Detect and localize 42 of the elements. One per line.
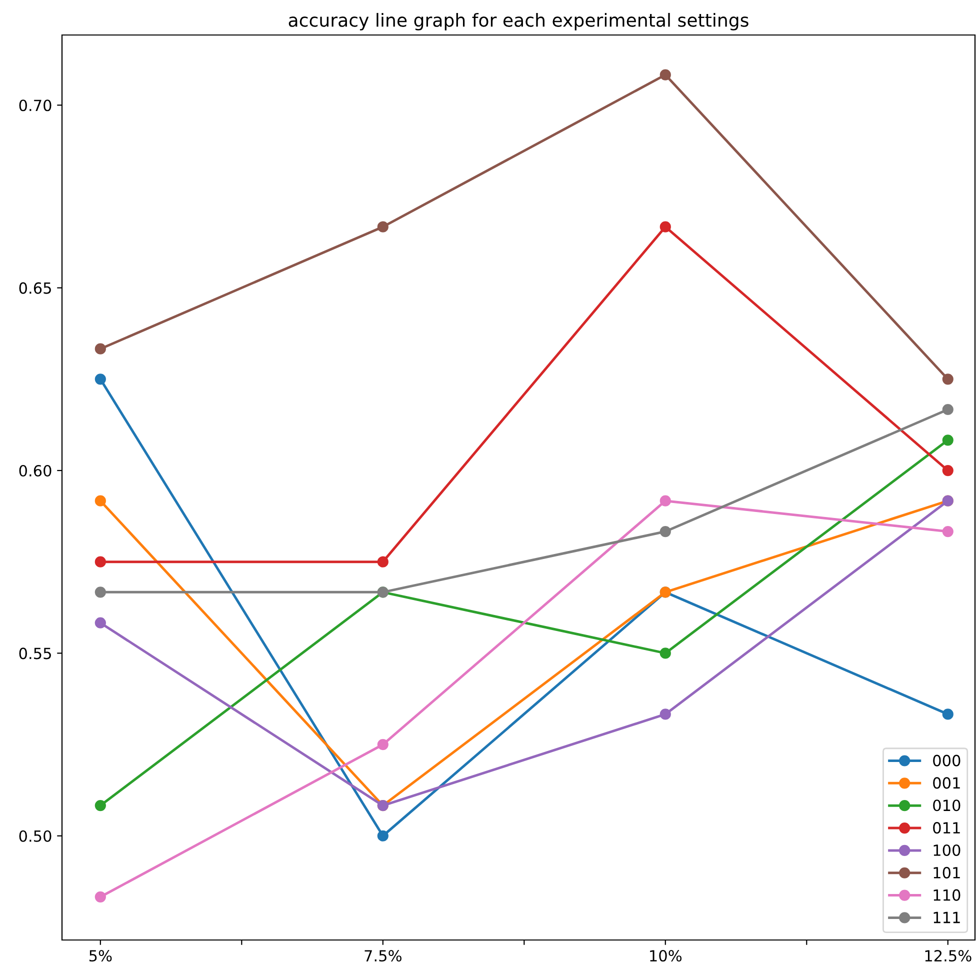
y-tick-label: 0.55 (19, 648, 51, 660)
point (660, 221, 671, 232)
point (660, 69, 671, 80)
legend-label: 011 (933, 822, 960, 834)
y-tick-label: 0.65 (19, 282, 51, 294)
x-tick-label: 10% (650, 950, 682, 962)
point (942, 434, 954, 446)
point (660, 526, 671, 538)
x-tick-label: 5% (89, 950, 112, 962)
point (660, 648, 671, 659)
legend-label: 110 (934, 889, 960, 901)
y-tick-label: 0.60 (19, 464, 52, 477)
point (942, 708, 954, 720)
legend-label: 100 (934, 844, 960, 856)
x-tick-label: 7.5% (364, 950, 402, 962)
point (94, 586, 106, 598)
point (942, 374, 954, 385)
point (942, 526, 954, 538)
point (377, 738, 388, 750)
point (942, 404, 954, 416)
point (94, 556, 106, 568)
point (377, 221, 388, 232)
point (94, 800, 106, 812)
point (94, 891, 106, 902)
point (377, 830, 388, 842)
point (942, 464, 954, 476)
legend-label: 001 (933, 777, 960, 789)
point (660, 708, 671, 720)
point (377, 556, 388, 568)
chart-title: accuracy line graph for each experimental settings (288, 12, 748, 30)
legend-label: 010 (933, 800, 960, 812)
point (660, 495, 671, 506)
point (94, 617, 106, 628)
legend-label: 101 (934, 866, 960, 878)
y-tick-label: 0.70 (19, 100, 52, 112)
x-tick-label: 12.5% (925, 950, 972, 962)
point (94, 495, 106, 506)
point (94, 343, 106, 354)
point (94, 374, 106, 385)
legend-label: 000 (933, 754, 960, 766)
y-tick-label: 0.50 (19, 830, 52, 842)
legend-label: 111 (934, 912, 960, 924)
